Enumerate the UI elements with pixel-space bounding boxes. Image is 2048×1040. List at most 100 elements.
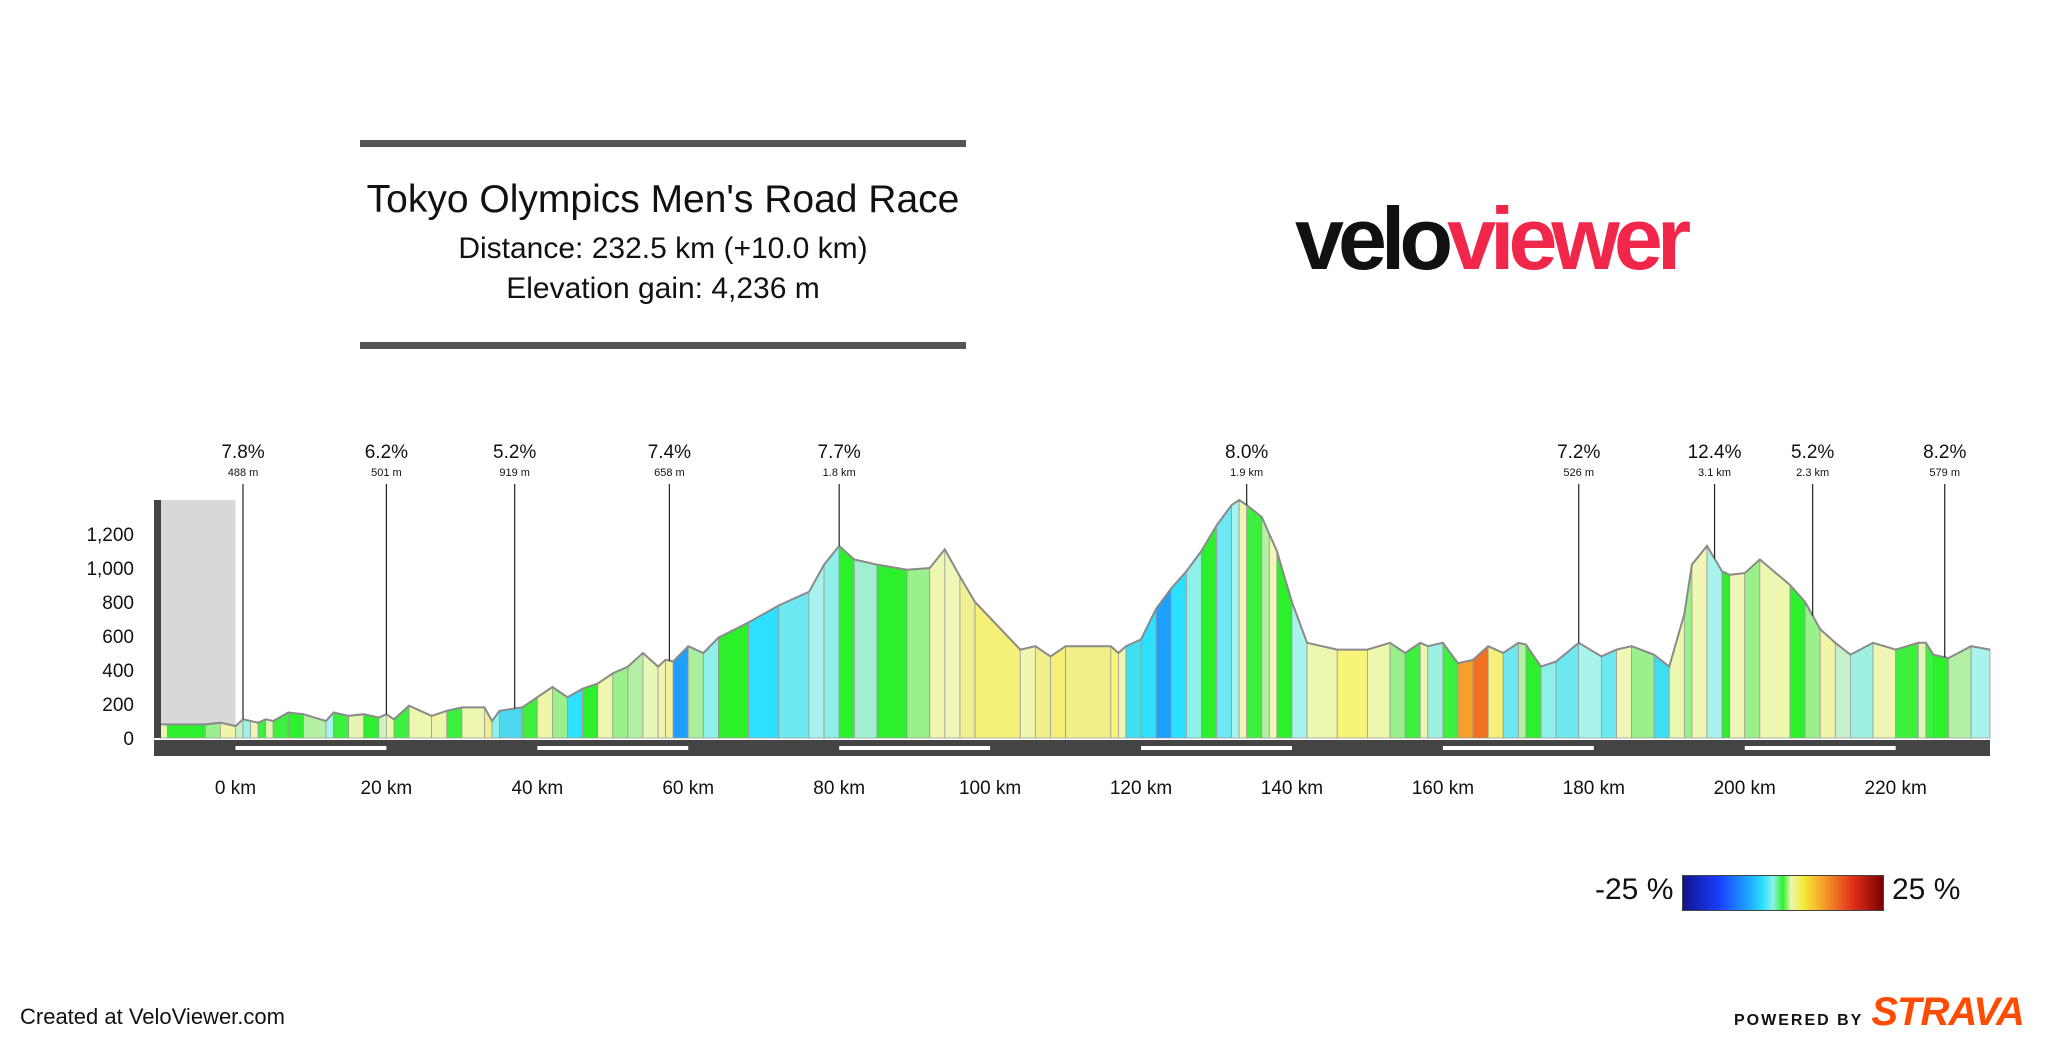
- profile-segment: [1653, 653, 1670, 739]
- profile-segment: [1185, 549, 1202, 739]
- climb-gradient-label: 12.4%: [1688, 442, 1742, 463]
- profile-segment: [484, 705, 493, 739]
- profile-segment: [702, 636, 719, 739]
- profile-segment: [1268, 533, 1278, 739]
- climb-length-label: 658 m: [654, 467, 685, 479]
- profile-segment: [1034, 645, 1051, 739]
- title-bottom-rule: [360, 342, 966, 349]
- profile-segment: [1578, 642, 1602, 739]
- profile-segment: [1404, 642, 1421, 739]
- profile-segment: [929, 548, 946, 739]
- x-tick-label: 180 km: [1563, 778, 1625, 799]
- gradient-color-scale: [1682, 875, 1884, 911]
- profile-segment: [1540, 660, 1557, 739]
- profile-segment: [1110, 645, 1119, 739]
- profile-segment: [1419, 642, 1429, 739]
- climb-gradient-label: 7.2%: [1557, 442, 1600, 463]
- profile-segment: [1050, 645, 1066, 739]
- profile-segment: [1849, 642, 1874, 739]
- title-top-rule: [360, 140, 966, 147]
- profile-segment: [1246, 504, 1263, 739]
- profile-segment: [1525, 643, 1542, 739]
- y-tick-label: 800: [102, 593, 134, 614]
- profile-segment: [1367, 642, 1391, 739]
- profile-segment: [1631, 645, 1655, 739]
- profile-segment: [1427, 642, 1444, 739]
- elevation-gain-text: Elevation gain: 4,236 m: [506, 272, 820, 305]
- profile-segment: [823, 544, 840, 739]
- created-at-credit: Created at VeloViewer.com: [20, 1004, 285, 1029]
- x-tick-label: 220 km: [1865, 778, 1927, 799]
- y-tick-label: 200: [102, 695, 134, 716]
- chart-title: Tokyo Olympics Men's Road Race: [366, 178, 960, 221]
- x-tick-label: 40 km: [511, 778, 563, 799]
- profile-segment: [446, 706, 463, 739]
- climb-gradient-label: 5.2%: [493, 442, 536, 463]
- climb-length-label: 1.8 km: [823, 467, 856, 479]
- profile-segment: [348, 713, 365, 739]
- profile-segment: [393, 704, 410, 739]
- x-tick-label: 60 km: [662, 778, 714, 799]
- profile-segment: [657, 658, 667, 739]
- profile-segment: [1442, 641, 1459, 739]
- profile-segment: [1472, 645, 1489, 739]
- profile-segment: [250, 720, 259, 739]
- x-axis-bar: [154, 740, 1990, 756]
- profile-segment: [665, 659, 674, 739]
- profile-segment: [1517, 642, 1527, 739]
- veloviewer-logo: veloviewer: [1295, 195, 1691, 283]
- x-tick-label: 160 km: [1412, 778, 1474, 799]
- profile-segment: [748, 604, 780, 739]
- climb-length-label: 1.9 km: [1230, 467, 1263, 479]
- y-tick-label: 1,200: [86, 525, 134, 546]
- profile-segment: [1789, 583, 1806, 739]
- profile-segment: [1125, 638, 1142, 739]
- profile-segment: [1706, 544, 1723, 739]
- profile-segment: [461, 707, 485, 739]
- climb-length-label: 526 m: [1563, 467, 1594, 479]
- y-tick-label: 600: [102, 627, 134, 648]
- profile-segment: [1261, 516, 1270, 739]
- x-tick-label: 100 km: [959, 778, 1021, 799]
- elevation-profile-chart: 7.8% 488 m 6.2% 501 m 5.2% 919 m 7.4% 658 m 7.7%…: [86, 442, 1991, 799]
- neutral-zone: [160, 500, 236, 738]
- profile-segment: [1487, 645, 1504, 739]
- profile-segment: [1389, 642, 1406, 739]
- profile-segment: [1231, 499, 1240, 739]
- y-axis-bar: [154, 500, 161, 738]
- profile-segment: [959, 575, 976, 739]
- y-tick-label: 1,000: [86, 559, 134, 580]
- logo-viewer: viewer: [1447, 189, 1691, 288]
- profile-segment: [1336, 649, 1368, 739]
- profile-segment: [1306, 642, 1338, 739]
- powered-by-text: POWERED BY: [1734, 1012, 1864, 1029]
- profile-segment: [1019, 645, 1036, 739]
- profile-segment: [612, 665, 629, 739]
- profile-segment: [944, 547, 961, 739]
- profile-outline: [160, 498, 1991, 728]
- profile-segment: [1170, 570, 1187, 739]
- x-tick-label: 80 km: [813, 778, 865, 799]
- profile-segment: [582, 683, 599, 739]
- profile-segment: [265, 718, 274, 739]
- x-tick-label: 0 km: [215, 778, 256, 799]
- profile-segment: [718, 621, 750, 739]
- profile-segment: [1925, 641, 1934, 739]
- profile-segment: [167, 724, 206, 739]
- profile-segment: [808, 563, 825, 739]
- profile-segment: [1555, 641, 1580, 739]
- profile-segment: [1804, 600, 1821, 739]
- profile-segment: [1668, 613, 1685, 739]
- profile-segment: [1140, 608, 1157, 739]
- climb-gradient-label: 7.4%: [648, 442, 691, 463]
- logo-velo: velo: [1295, 189, 1453, 288]
- y-tick-label: 400: [102, 661, 134, 682]
- profile-segment: [1970, 645, 1991, 739]
- y-tick-label: 0: [123, 729, 134, 750]
- profile-segment: [1502, 642, 1519, 739]
- profile-segment: [1238, 499, 1248, 739]
- profile-segment: [242, 718, 251, 739]
- climb-gradient-label: 5.2%: [1791, 442, 1834, 463]
- climb-length-label: 579 m: [1929, 467, 1960, 479]
- profile-segment: [287, 712, 304, 739]
